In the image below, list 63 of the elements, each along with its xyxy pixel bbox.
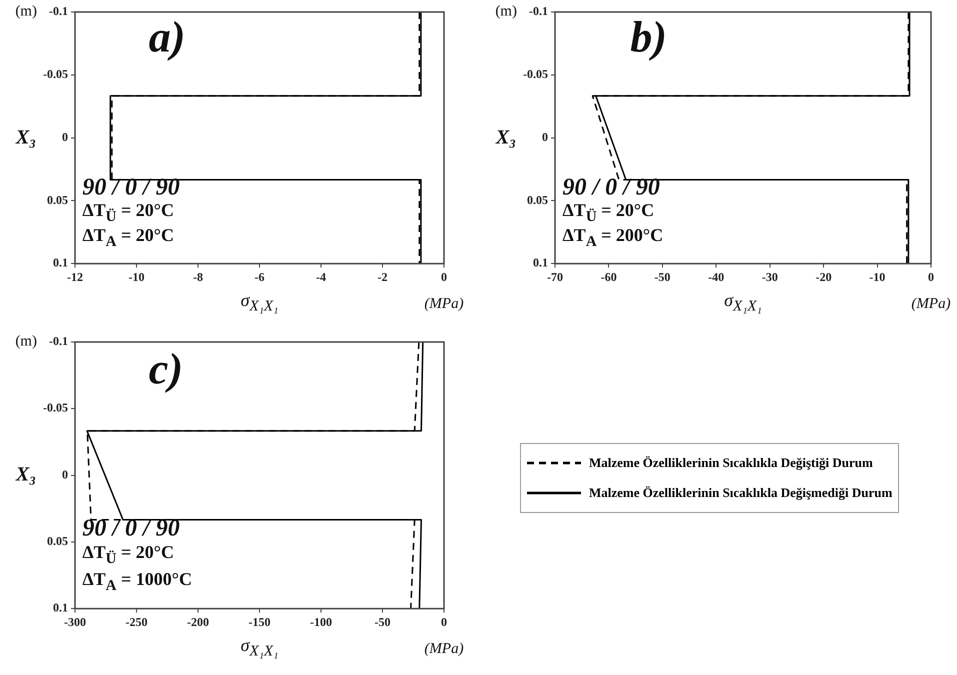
x-tick-label: -8 <box>192 270 203 284</box>
text: (m) <box>15 334 37 350</box>
annotation: ΔT$_{A}$ = 1000°C <box>82 569 192 595</box>
x-tick-label: -10 <box>128 270 144 284</box>
y-tick-label: 0 <box>62 130 68 144</box>
annotation: ΔT$_{Ü}$ = 20°C <box>82 542 174 568</box>
y-tick-label: 0.05 <box>46 534 68 548</box>
text: (m) <box>15 4 37 20</box>
annotation: ΔT$_{A}$ = 200°C <box>562 226 664 252</box>
legend-label: Malzeme Özelliklerinin Sıcaklıkla Değiştiği Durum <box>589 454 873 470</box>
y-tick-label: -0.05 <box>42 66 68 81</box>
annotation: ΔT$_{A}$ = 20°C <box>82 226 174 252</box>
y-tick-label: -0.05 <box>42 400 68 415</box>
y-tick-label: 0.1 <box>52 600 68 615</box>
y-tick-label: -0.1 <box>48 4 68 18</box>
x-axis-title: σ$_{X₁X₁}$ <box>724 290 762 316</box>
text: (MPa) <box>911 296 951 313</box>
x-tick-label: -70 <box>546 270 563 284</box>
legend-label: Malzeme Özelliklerinin Sıcaklıkla Değişmediği Durum <box>589 484 892 500</box>
x-tick-label: -60 <box>600 270 617 284</box>
y-axis-title: X₃ <box>16 464 36 487</box>
x-tick-label: -50 <box>654 270 670 284</box>
x-tick-label: -2 <box>378 270 388 284</box>
chart-title: b) <box>630 12 667 63</box>
x-tick-label: -250 <box>125 614 148 629</box>
x-axis-title: σ$_{X₁X₁}$ <box>240 290 278 316</box>
y-tick-label: 0.05 <box>526 192 548 207</box>
y-tick-label: 0.1 <box>52 256 68 270</box>
annotation: ΔT$_{Ü}$ = 20°C <box>82 200 174 226</box>
text: (MPa) <box>424 296 464 313</box>
x-tick-label: -4 <box>316 270 326 284</box>
annotation: 90 / 0 / 90 <box>562 174 660 202</box>
x-tick-label: -40 <box>708 270 724 284</box>
x-tick-label: 0 <box>441 614 447 629</box>
text: (MPa) <box>424 640 464 658</box>
y-tick-label: 0.05 <box>46 192 68 207</box>
annotation: 90 / 0 / 90 <box>82 174 180 202</box>
x-tick-label: -30 <box>762 270 778 284</box>
annotation: ΔT$_{Ü}$ = 20°C <box>562 200 654 226</box>
y-axis-title: X₃ <box>496 126 516 150</box>
x-tick-label: -12 <box>66 270 83 284</box>
x-tick-label: -300 <box>64 614 86 629</box>
x-tick-label: 0 <box>441 270 447 284</box>
x-tick-label: -150 <box>248 614 270 629</box>
x-tick-label: -200 <box>186 614 209 629</box>
y-axis-title: X₃ <box>16 126 36 150</box>
y-tick-label: 0.1 <box>532 256 548 270</box>
x-axis-title: σ$_{X₁X₁}$ <box>240 634 278 660</box>
y-tick-label: -0.05 <box>522 66 548 81</box>
annotation: 90 / 0 / 90 <box>82 515 180 542</box>
x-tick-label: -50 <box>374 614 390 629</box>
y-tick-label: -0.1 <box>48 334 68 348</box>
y-tick-label: -0.1 <box>528 4 548 18</box>
y-tick-label: 0 <box>62 467 68 482</box>
x-tick-label: -6 <box>254 270 264 284</box>
x-tick-label: -10 <box>869 270 886 284</box>
chart-title: a) <box>148 12 186 63</box>
y-tick-label: 0 <box>542 130 548 144</box>
chart-title: c) <box>148 343 183 394</box>
text: (m) <box>495 4 517 20</box>
x-tick-label: 0 <box>928 270 934 284</box>
x-tick-label: -100 <box>310 614 332 629</box>
x-tick-label: -20 <box>816 270 832 284</box>
